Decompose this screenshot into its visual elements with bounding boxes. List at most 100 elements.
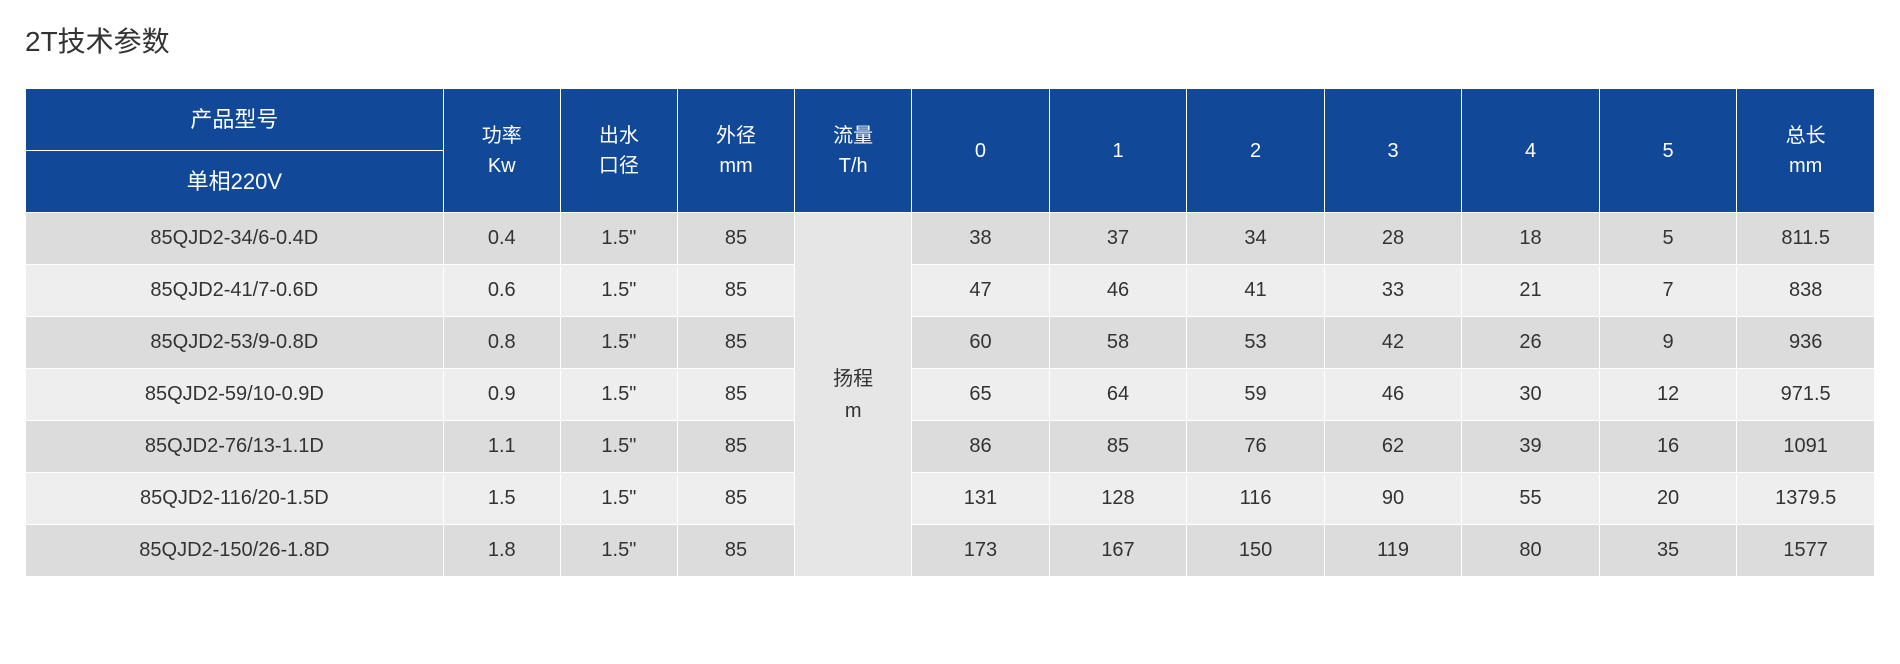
cell-v0: 38 [912, 213, 1050, 265]
th-diameter-l1: 外径 [716, 125, 756, 147]
page-title: 2T技术参数 [25, 20, 1875, 60]
cell-v1: 58 [1049, 317, 1187, 369]
cell-model: 85QJD2-59/10-0.9D [26, 369, 444, 421]
cell-v5: 35 [1599, 525, 1737, 577]
merged-flow-l2: m [845, 400, 862, 422]
cell-length: 1379.5 [1737, 473, 1875, 525]
cell-v5: 20 [1599, 473, 1737, 525]
cell-merged-flow: 扬程 m [795, 213, 912, 577]
cell-diameter: 85 [677, 421, 794, 473]
th-flow: 流量 T/h [795, 89, 912, 213]
cell-v4: 21 [1462, 265, 1600, 317]
cell-outlet: 1.5" [560, 473, 677, 525]
th-v0: 0 [912, 89, 1050, 213]
cell-v1: 64 [1049, 369, 1187, 421]
cell-v0: 47 [912, 265, 1050, 317]
spec-table: 产品型号 功率 Kw 出水 口径 外径 mm 流量 T/h 0 1 2 3 4 … [25, 88, 1875, 577]
table-row: 85QJD2-76/13-1.1D 1.1 1.5" 85 86 85 76 6… [26, 421, 1875, 473]
cell-length: 971.5 [1737, 369, 1875, 421]
cell-v2: 150 [1187, 525, 1325, 577]
th-v4: 4 [1462, 89, 1600, 213]
cell-diameter: 85 [677, 317, 794, 369]
cell-outlet: 1.5" [560, 265, 677, 317]
th-diameter-l2: mm [719, 155, 752, 177]
cell-v0: 86 [912, 421, 1050, 473]
cell-v1: 46 [1049, 265, 1187, 317]
cell-diameter: 85 [677, 369, 794, 421]
cell-v5: 7 [1599, 265, 1737, 317]
cell-v5: 16 [1599, 421, 1737, 473]
cell-v2: 76 [1187, 421, 1325, 473]
cell-model: 85QJD2-41/7-0.6D [26, 265, 444, 317]
cell-diameter: 85 [677, 213, 794, 265]
table-row: 85QJD2-59/10-0.9D 0.9 1.5" 85 65 64 59 4… [26, 369, 1875, 421]
cell-v3: 28 [1324, 213, 1462, 265]
cell-kw: 1.5 [443, 473, 560, 525]
cell-kw: 1.8 [443, 525, 560, 577]
cell-model: 85QJD2-53/9-0.8D [26, 317, 444, 369]
cell-v1: 167 [1049, 525, 1187, 577]
cell-v4: 80 [1462, 525, 1600, 577]
cell-v0: 65 [912, 369, 1050, 421]
cell-v1: 85 [1049, 421, 1187, 473]
cell-v2: 34 [1187, 213, 1325, 265]
cell-v0: 131 [912, 473, 1050, 525]
cell-kw: 0.9 [443, 369, 560, 421]
th-power: 功率 Kw [443, 89, 560, 213]
cell-diameter: 85 [677, 525, 794, 577]
table-row: 85QJD2-41/7-0.6D 0.6 1.5" 85 47 46 41 33… [26, 265, 1875, 317]
cell-kw: 0.8 [443, 317, 560, 369]
th-outlet-l2: 口径 [599, 155, 639, 177]
th-v1: 1 [1049, 89, 1187, 213]
cell-v3: 62 [1324, 421, 1462, 473]
table-row: 85QJD2-53/9-0.8D 0.8 1.5" 85 60 58 53 42… [26, 317, 1875, 369]
cell-v3: 42 [1324, 317, 1462, 369]
cell-v3: 33 [1324, 265, 1462, 317]
cell-diameter: 85 [677, 473, 794, 525]
cell-v3: 119 [1324, 525, 1462, 577]
cell-model: 85QJD2-116/20-1.5D [26, 473, 444, 525]
cell-v4: 18 [1462, 213, 1600, 265]
cell-v2: 59 [1187, 369, 1325, 421]
th-model-sub: 单相220V [26, 151, 444, 213]
cell-length: 811.5 [1737, 213, 1875, 265]
th-power-l2: Kw [488, 155, 516, 177]
th-length-l1: 总长 [1786, 125, 1826, 147]
th-flow-l1: 流量 [833, 125, 873, 147]
table-row: 85QJD2-116/20-1.5D 1.5 1.5" 85 131 128 1… [26, 473, 1875, 525]
cell-v3: 46 [1324, 369, 1462, 421]
cell-model: 85QJD2-76/13-1.1D [26, 421, 444, 473]
th-diameter: 外径 mm [677, 89, 794, 213]
cell-v5: 5 [1599, 213, 1737, 265]
cell-v5: 9 [1599, 317, 1737, 369]
merged-flow-l1: 扬程 [833, 368, 873, 390]
cell-model: 85QJD2-34/6-0.4D [26, 213, 444, 265]
cell-v4: 30 [1462, 369, 1600, 421]
th-flow-l2: T/h [839, 155, 868, 177]
th-power-l1: 功率 [482, 125, 522, 147]
cell-outlet: 1.5" [560, 525, 677, 577]
cell-v2: 41 [1187, 265, 1325, 317]
cell-v4: 26 [1462, 317, 1600, 369]
cell-kw: 0.4 [443, 213, 560, 265]
cell-length: 838 [1737, 265, 1875, 317]
cell-v1: 128 [1049, 473, 1187, 525]
cell-outlet: 1.5" [560, 421, 677, 473]
table-row: 85QJD2-150/26-1.8D 1.8 1.5" 85 173 167 1… [26, 525, 1875, 577]
th-length: 总长 mm [1737, 89, 1875, 213]
cell-diameter: 85 [677, 265, 794, 317]
th-v3: 3 [1324, 89, 1462, 213]
cell-v0: 60 [912, 317, 1050, 369]
cell-v2: 53 [1187, 317, 1325, 369]
cell-kw: 1.1 [443, 421, 560, 473]
cell-outlet: 1.5" [560, 213, 677, 265]
cell-length: 1577 [1737, 525, 1875, 577]
cell-model: 85QJD2-150/26-1.8D [26, 525, 444, 577]
cell-v0: 173 [912, 525, 1050, 577]
cell-v1: 37 [1049, 213, 1187, 265]
cell-kw: 0.6 [443, 265, 560, 317]
th-model-top: 产品型号 [26, 89, 444, 151]
th-length-l2: mm [1789, 155, 1822, 177]
cell-length: 936 [1737, 317, 1875, 369]
cell-v3: 90 [1324, 473, 1462, 525]
